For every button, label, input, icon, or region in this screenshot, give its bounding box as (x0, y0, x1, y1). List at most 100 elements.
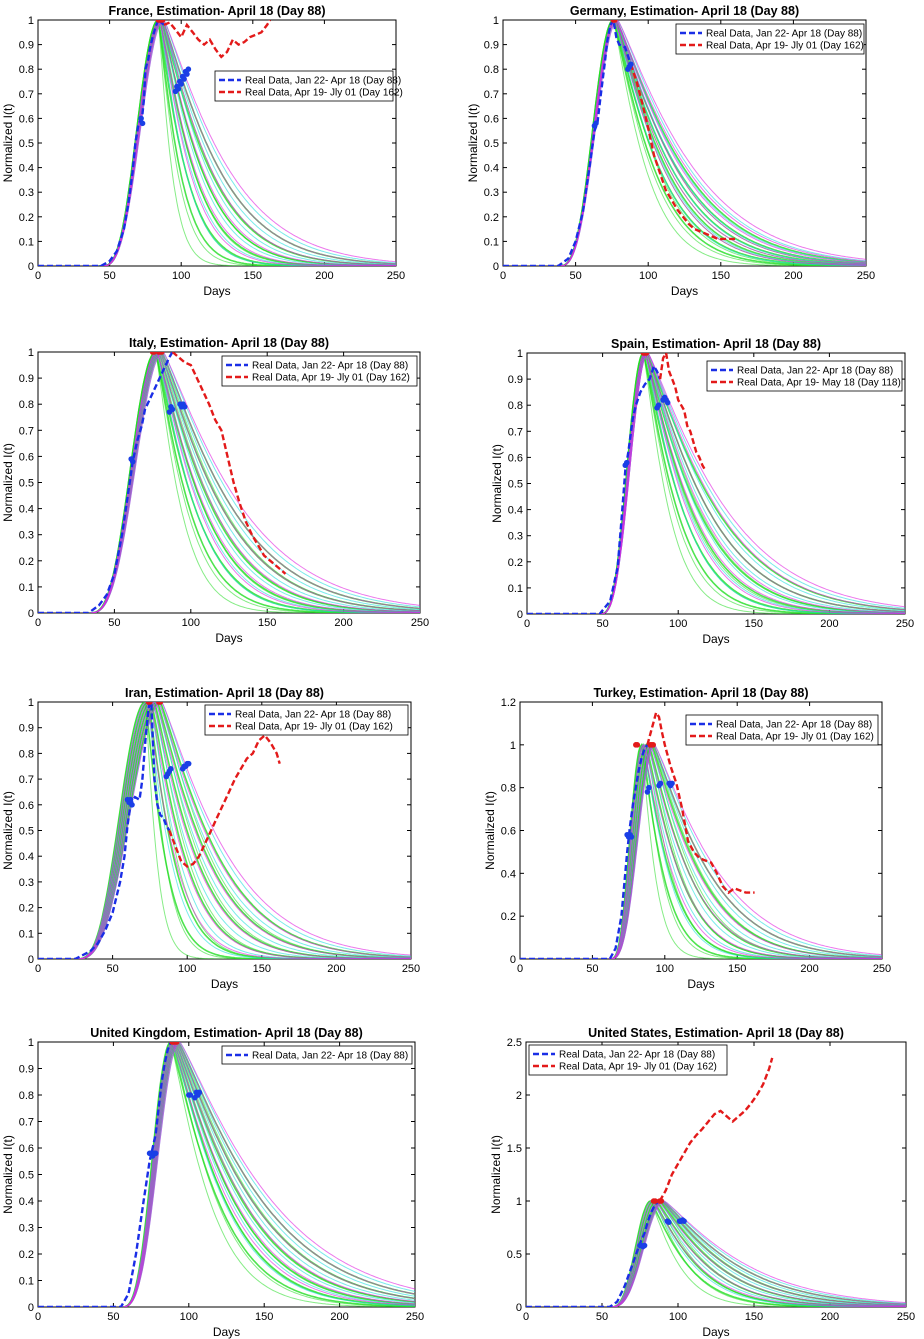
model-curve-24 (520, 744, 882, 959)
x-tick-label: 50 (596, 618, 608, 630)
data-marker (167, 766, 174, 772)
x-tick-label: 100 (639, 270, 657, 282)
model-curve-7 (520, 742, 882, 959)
x-tick-label: 0 (524, 618, 530, 630)
model-curve-19 (38, 702, 411, 959)
data-marker (147, 702, 153, 705)
real-data-line (527, 363, 662, 614)
legend-box (706, 360, 903, 392)
model-curve-23 (38, 20, 396, 266)
legend-box (528, 1044, 728, 1076)
series-group (503, 20, 866, 266)
y-tick-label: 0 (493, 261, 499, 273)
y-tick-label: 0.9 (508, 374, 523, 386)
real-data-2-line (658, 353, 707, 471)
y-tick-label: 1 (28, 15, 34, 27)
model-curve-17 (520, 744, 882, 959)
x-tick-label: 250 (897, 1311, 915, 1323)
chart-panel-5: Iran, Estimation- April 18 (Day 88)0 50 10… (1, 686, 420, 991)
real-data-line (38, 20, 165, 266)
x-tick-label: 50 (569, 270, 581, 282)
x-tick-label: 50 (586, 963, 598, 975)
y-tick-label: 1 (493, 15, 499, 27)
x-tick-label: 100 (172, 270, 190, 282)
legend: Real Data, Jan 22- Apr 18 (Day 88)Real D… (528, 1044, 728, 1076)
legend: Real Data, Jan 22- Apr 18 (Day 88) (221, 1045, 413, 1065)
model-curve-23 (38, 1042, 415, 1307)
data-marker (151, 352, 157, 355)
model-curve-15 (38, 1042, 415, 1307)
data-marker (196, 1089, 203, 1096)
model-curve-8 (38, 1042, 415, 1307)
model-curve-13 (520, 743, 882, 959)
model-curve-21 (527, 353, 905, 614)
plot-area (37, 701, 412, 960)
x-tick-label: 200 (821, 1311, 839, 1323)
y-axis-label: Normalized I(t) (489, 1135, 503, 1214)
y-tick-label: 0.1 (19, 236, 34, 248)
x-axis-label: Days (687, 977, 714, 991)
real-data-line (526, 1200, 661, 1307)
x-tick-label: 150 (728, 963, 746, 975)
data-marker (138, 115, 144, 122)
series-group (38, 1042, 415, 1307)
model-curve-7 (38, 702, 411, 959)
y-tick-label: 2.5 (507, 1037, 522, 1049)
model-curve-17 (526, 1200, 906, 1307)
data-marker (593, 120, 599, 127)
model-curve-18 (38, 1042, 415, 1307)
legend-entry: Real Data, Apr 19- Jly 01 (Day 162) (252, 373, 410, 384)
y-tick-label: 0.3 (19, 187, 34, 199)
y-tick-label: 0.2 (19, 212, 34, 224)
y-tick-label: 1 (28, 1037, 34, 1049)
x-tick-label: 250 (896, 618, 914, 630)
model-curve-22 (38, 20, 396, 266)
model-curve-7 (38, 1042, 415, 1307)
model-curve-18 (520, 744, 882, 959)
y-tick-label: 1.5 (507, 1143, 522, 1155)
y-tick-label: 0 (28, 1302, 34, 1314)
chart-title: Spain, Estimation- April 18 (Day 88) (611, 337, 821, 351)
y-tick-label: 0.5 (484, 138, 499, 150)
y-axis-label: Normalized I(t) (1, 443, 15, 522)
chart-title: Turkey, Estimation- April 18 (Day 88) (593, 686, 808, 700)
real-data-2-line (163, 20, 272, 59)
chart-title: United States, Estimation- April 18 (Day… (588, 1026, 844, 1040)
data-marker (127, 796, 134, 803)
data-marker (634, 742, 641, 748)
data-marker (129, 458, 136, 465)
series-group (38, 352, 420, 613)
chart-title: Italy, Estimation- April 18 (Day 88) (129, 336, 329, 350)
x-tick-label: 150 (258, 617, 276, 629)
x-tick-label: 250 (402, 963, 420, 975)
model-curve-18 (526, 1200, 906, 1307)
data-marker (628, 834, 635, 840)
y-tick-label: 0.6 (484, 113, 499, 125)
chart-title: Iran, Estimation- April 18 (Day 88) (125, 686, 324, 700)
data-marker (184, 71, 190, 77)
y-tick-label: 0.1 (19, 1276, 34, 1288)
y-tick-label: 0.9 (19, 373, 34, 385)
y-tick-label: 2 (516, 1090, 522, 1102)
model-curve-20 (38, 20, 396, 266)
legend-box (204, 704, 409, 736)
data-marker (159, 20, 166, 23)
data-marker (681, 1218, 687, 1224)
y-axis-label: Normalized I(t) (1, 791, 15, 870)
y-tick-label: 0.6 (508, 452, 523, 464)
chart-title: France, Estimation- April 18 (Day 88) (109, 4, 326, 18)
y-tick-label: 0 (28, 261, 34, 273)
plot-area (526, 352, 906, 615)
model-curve-17 (38, 20, 396, 266)
model-curve-16 (526, 1200, 906, 1307)
x-axis-label: Days (213, 1325, 240, 1339)
data-marker (652, 1198, 658, 1204)
series-group (38, 702, 411, 959)
x-tick-label: 50 (108, 617, 120, 629)
data-marker (175, 86, 182, 92)
y-tick-label: 0.9 (19, 1064, 34, 1076)
x-tick-label: 250 (387, 270, 405, 282)
y-tick-label: 0.2 (508, 557, 523, 569)
y-tick-label: 0.4 (19, 851, 34, 863)
